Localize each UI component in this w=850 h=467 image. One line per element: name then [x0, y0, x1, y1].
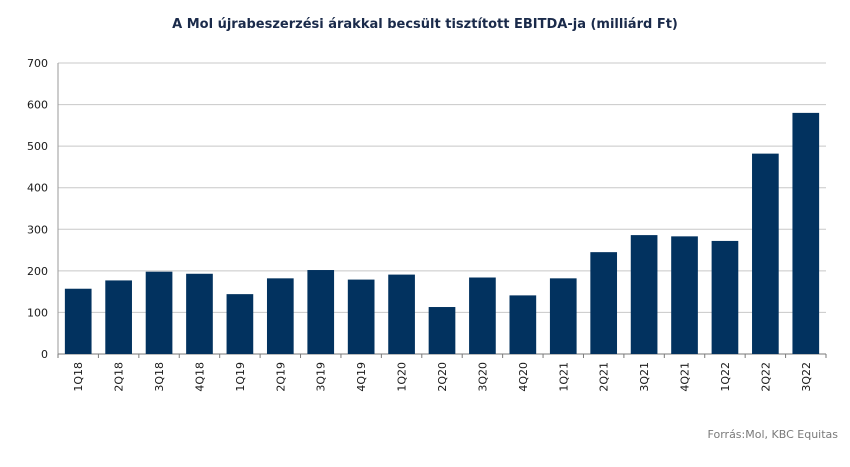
- bar-1Q19: [226, 294, 254, 354]
- x-tick-label: 2Q21: [598, 362, 611, 392]
- tick-labels: 0 100 200 300 400 500 600 700 1Q18 2Q18 3Q18 4Q18 1Q…: [27, 57, 813, 392]
- bar-4Q21: [671, 236, 698, 354]
- x-tick-label: 3Q19: [315, 362, 328, 392]
- bar-2Q19: [266, 278, 294, 354]
- bar-2Q21: [590, 252, 618, 354]
- y-tick-label: 700: [27, 57, 48, 70]
- bar-3Q19: [307, 270, 335, 354]
- bar-1Q21: [549, 278, 577, 354]
- gridlines: [58, 62, 826, 313]
- bar-4Q20: [509, 295, 537, 354]
- bar-1Q20: [388, 274, 415, 354]
- x-tick-label: 3Q22: [800, 362, 813, 392]
- y-tick-label: 0: [41, 348, 48, 361]
- x-tick-label: 1Q20: [396, 362, 409, 392]
- bar-1Q22: [711, 240, 739, 354]
- x-tick-label: 4Q20: [517, 362, 530, 392]
- x-tick-label: 3Q18: [153, 362, 166, 392]
- bar-2Q22: [752, 153, 779, 354]
- source-note: Forrás:Mol, KBC Equitas: [707, 428, 838, 441]
- y-tick-label: 200: [27, 265, 48, 278]
- bar-4Q19: [347, 279, 375, 354]
- x-tick-label: 2Q18: [113, 362, 126, 392]
- y-tick-label: 300: [27, 223, 48, 236]
- x-tick-label: 1Q19: [234, 362, 247, 392]
- x-tick-label: 3Q21: [638, 362, 651, 392]
- bar-2Q20: [428, 307, 456, 354]
- bar-3Q20: [469, 277, 496, 354]
- x-tick-label: 1Q21: [557, 362, 570, 392]
- bar-3Q22: [792, 112, 820, 354]
- x-tick-label: 4Q19: [355, 362, 368, 392]
- y-tick-label: 500: [27, 140, 48, 153]
- x-tick-label: 2Q22: [759, 362, 772, 392]
- y-tick-label: 600: [27, 99, 48, 112]
- y-tick-label: 400: [27, 182, 48, 195]
- bar-1Q18: [64, 288, 92, 354]
- bar-3Q21: [630, 235, 658, 354]
- y-tick-label: 100: [27, 306, 48, 319]
- x-tick-label: 3Q20: [476, 362, 489, 392]
- bar-4Q18: [186, 273, 213, 354]
- x-tick-label: 2Q20: [436, 362, 449, 392]
- x-tick-label: 4Q21: [679, 362, 692, 392]
- x-tick-label: 2Q19: [274, 362, 287, 392]
- bar-2Q18: [105, 280, 132, 354]
- chart-title: A Mol újrabeszerzési árakkal becsült tis…: [172, 17, 678, 32]
- x-tick-label: 1Q18: [72, 362, 85, 392]
- bars: [64, 112, 820, 354]
- bar-3Q18: [145, 271, 173, 354]
- x-tick-label: 4Q18: [193, 362, 206, 392]
- x-tick-label: 1Q22: [719, 362, 732, 392]
